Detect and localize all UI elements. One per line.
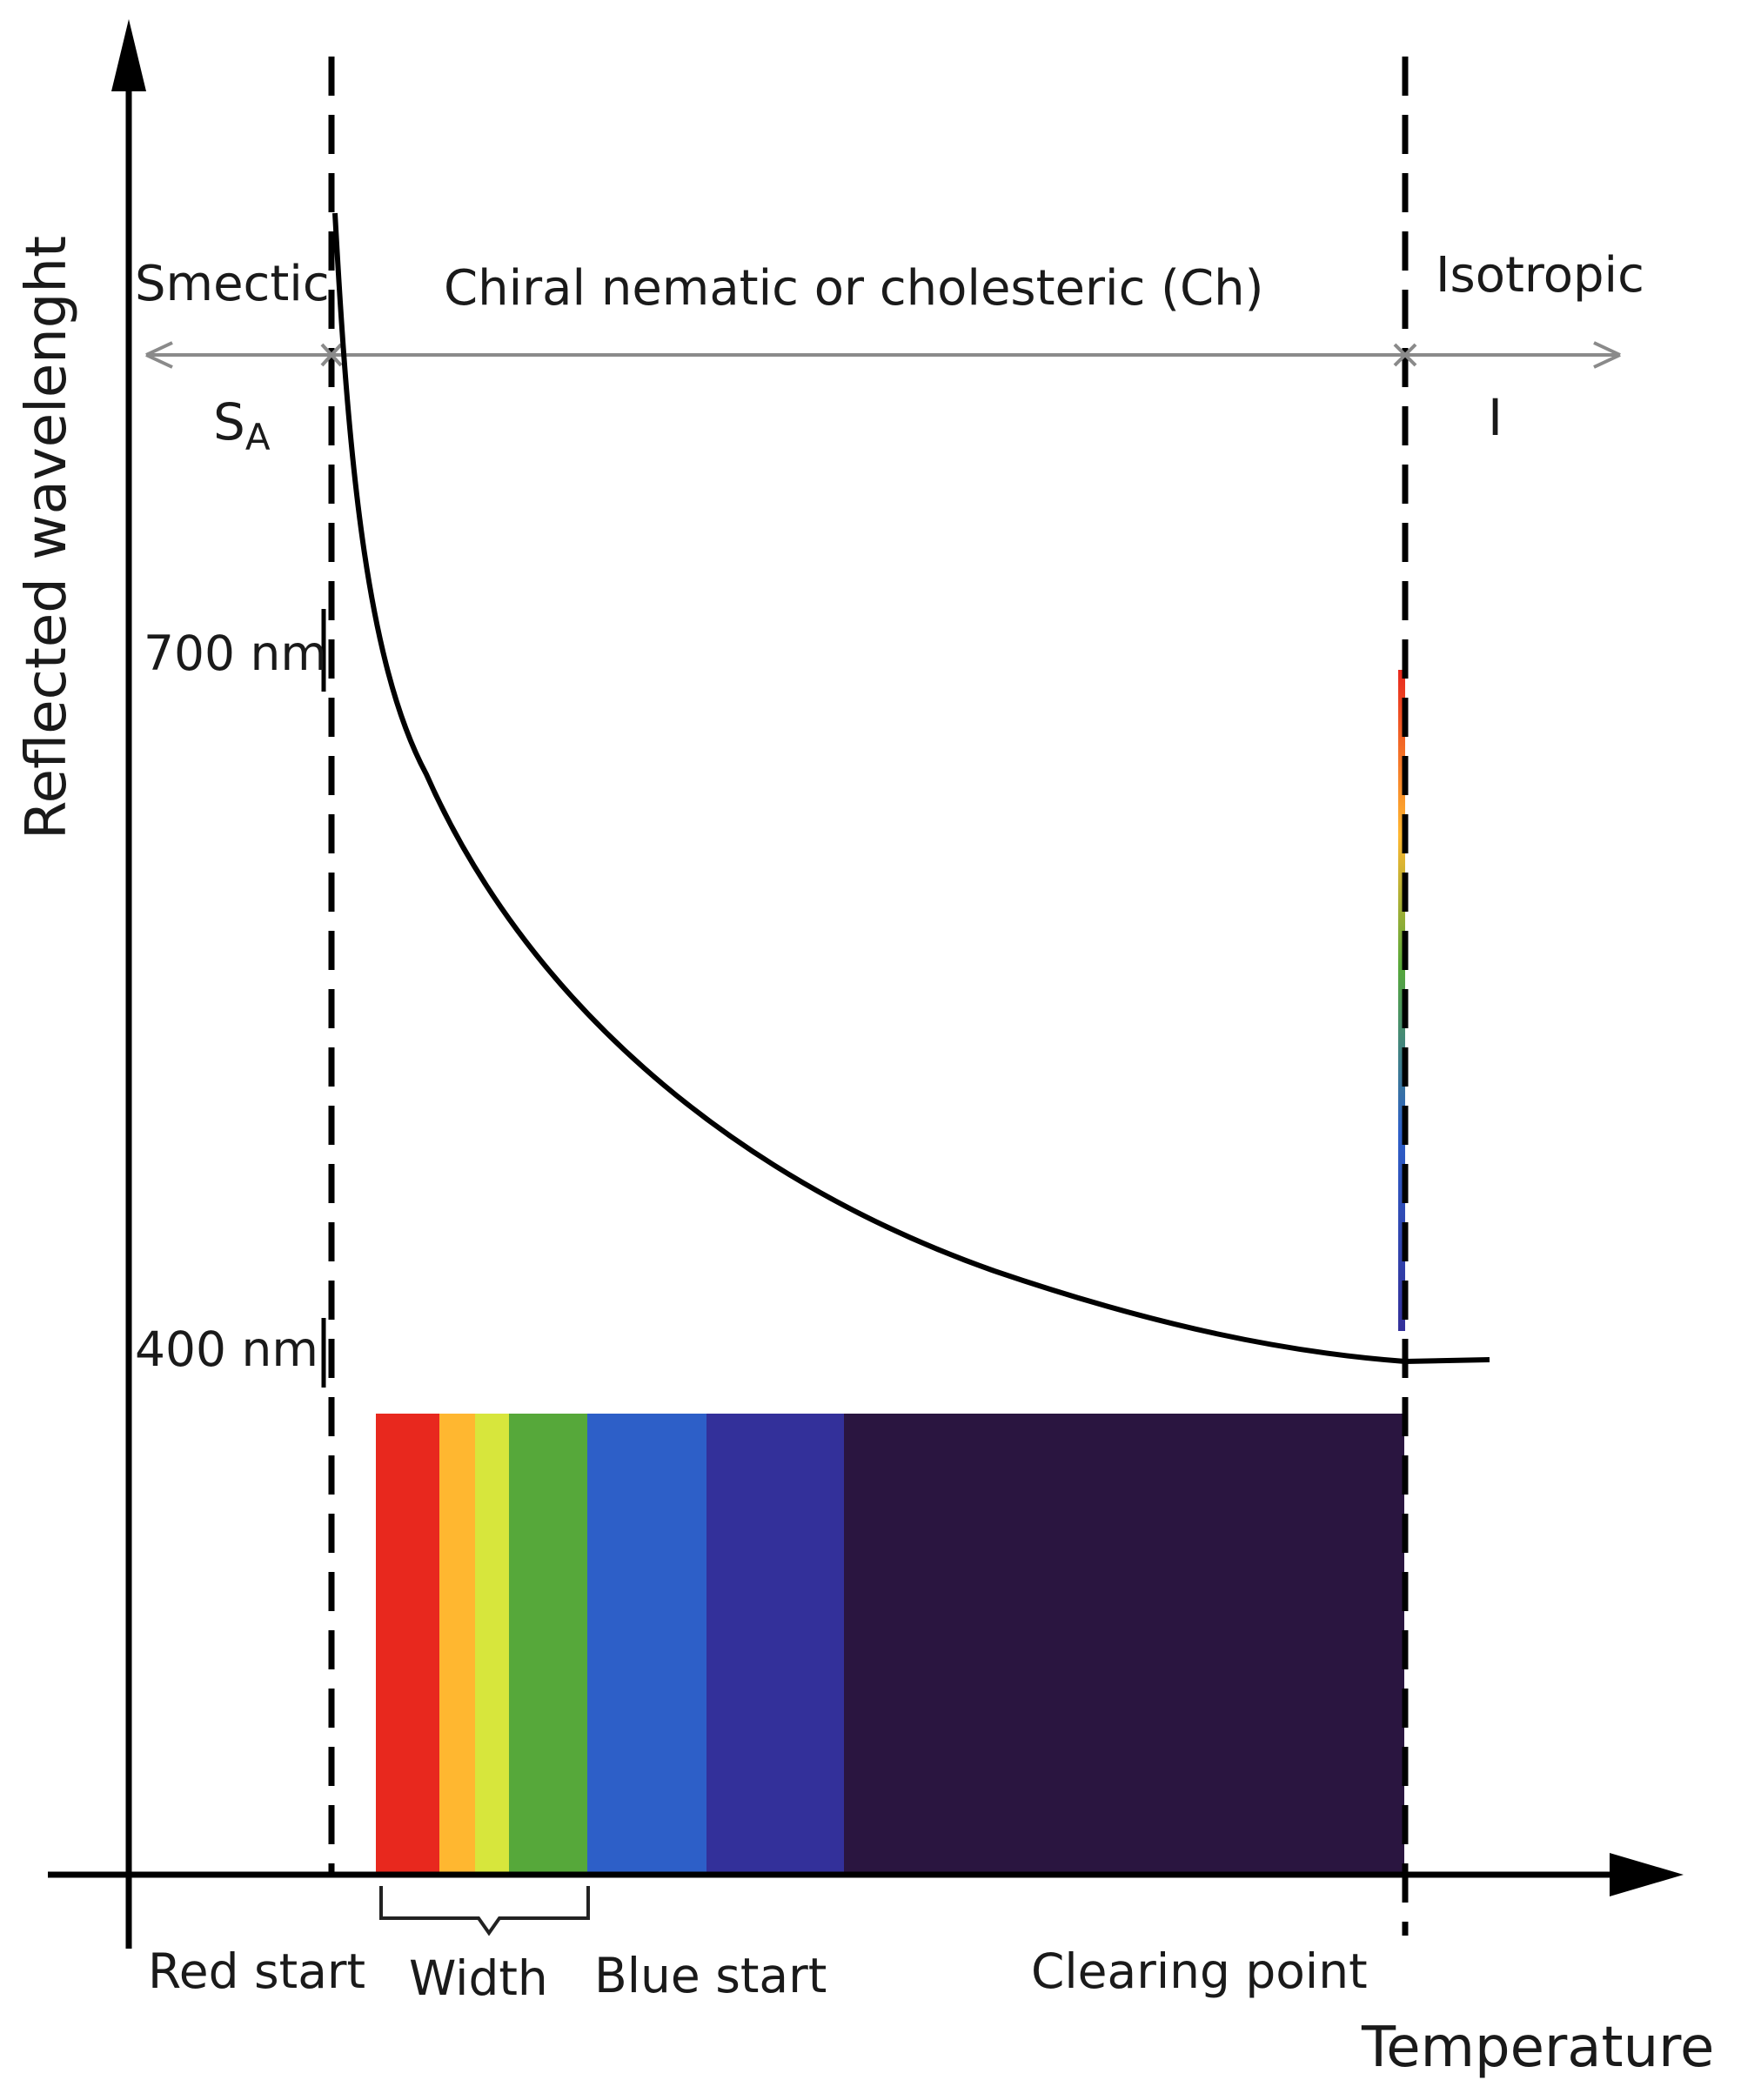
spectrum-indigo — [706, 1414, 847, 1875]
blue-start-label: Blue start — [594, 1948, 827, 2003]
spectrum-yellow — [475, 1414, 512, 1875]
y-tick-700-label: 700 nm — [144, 625, 327, 681]
x-axis-title: Temperature — [1361, 2016, 1714, 2080]
spectrum-red — [376, 1414, 444, 1875]
smectic-label: Smectic — [135, 256, 330, 312]
y-axis-title: Reflected wavelenght — [15, 236, 79, 839]
spectrum-violet-dark — [844, 1414, 1404, 1875]
phase-arrow — [145, 341, 1621, 369]
spectrum-green — [509, 1414, 587, 1875]
y-tick-400-label: 400 nm — [135, 1321, 318, 1377]
width-brace — [379, 1886, 590, 1936]
isotropic-symbol: I — [1488, 388, 1503, 447]
spectrum-orange — [439, 1414, 479, 1875]
spectrum-blue — [587, 1414, 709, 1875]
clearing-point-color-strip — [1398, 670, 1405, 1331]
smectic-a-symbol: SA — [213, 392, 271, 458]
y-axis-arrowhead — [111, 19, 146, 91]
red-start-label: Red start — [148, 1943, 365, 1999]
color-spectrum-bar — [376, 1414, 1404, 1875]
wavelength-temperature-curve — [332, 212, 1490, 1365]
clearing-point-label: Clearing point — [1031, 1943, 1368, 1999]
isotropic-label: Isotropic — [1436, 247, 1644, 304]
width-label: Width — [409, 1950, 548, 2006]
cholesteric-label: Chiral nematic or cholesteric (Ch) — [444, 260, 1263, 317]
x-axis-arrowhead — [1610, 1853, 1684, 1896]
